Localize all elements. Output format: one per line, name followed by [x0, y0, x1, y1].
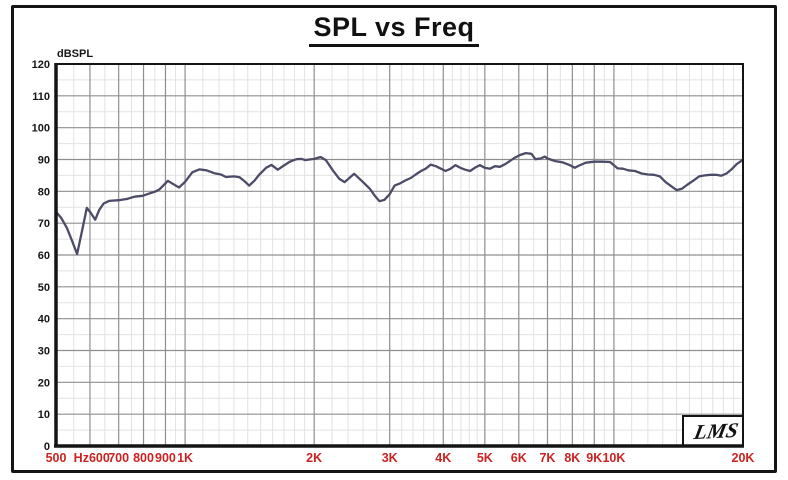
- x-tick-label: 7K: [539, 451, 555, 465]
- x-axis-unit-label: Hz: [74, 451, 89, 465]
- x-tick-label: 9K: [586, 451, 602, 465]
- x-tick-label: 500: [46, 451, 67, 465]
- grid-major: [56, 64, 744, 446]
- x-tick-label: 8K: [564, 451, 580, 465]
- x-tick-label: 2K: [306, 451, 322, 465]
- y-tick-label: 40: [38, 314, 50, 326]
- x-tick-label: 20K: [732, 451, 755, 465]
- y-tick-label: 100: [32, 123, 50, 135]
- x-tick-label: 6K: [511, 451, 527, 465]
- y-tick-label: 10: [38, 409, 50, 421]
- y-tick-label: 60: [38, 250, 50, 262]
- logo-box-border: [682, 415, 742, 445]
- x-tick-label: 900: [155, 451, 176, 465]
- y-tick-label: 20: [38, 377, 50, 389]
- y-tick-label: 70: [38, 218, 50, 230]
- x-tick-label: 700: [108, 451, 129, 465]
- x-tick-label: 5K: [477, 451, 493, 465]
- y-tick-label: 0: [44, 441, 50, 453]
- lms-logo: LMS: [691, 417, 741, 445]
- x-tick-label: 10K: [602, 451, 625, 465]
- x-tick-label: 600: [89, 451, 110, 465]
- y-tick-label: 90: [38, 155, 50, 167]
- chart-title: SPL vs Freq: [0, 12, 788, 47]
- x-tick-label: 4K: [435, 451, 451, 465]
- y-tick-label: 30: [38, 346, 50, 358]
- x-tick-label: 3K: [382, 451, 398, 465]
- x-tick-label: 800: [133, 451, 154, 465]
- y-tick-label: 110: [32, 91, 50, 103]
- y-tick-label: 80: [38, 186, 50, 198]
- y-axis-unit-label: dBSPL: [57, 48, 94, 60]
- spl-curve: [56, 151, 743, 256]
- chart-title-text: SPL vs Freq: [309, 12, 479, 47]
- y-tick-label: 120: [32, 59, 50, 71]
- x-tick-label: 1K: [177, 451, 193, 465]
- logo-box: [683, 416, 742, 445]
- y-tick-label: 50: [38, 282, 50, 294]
